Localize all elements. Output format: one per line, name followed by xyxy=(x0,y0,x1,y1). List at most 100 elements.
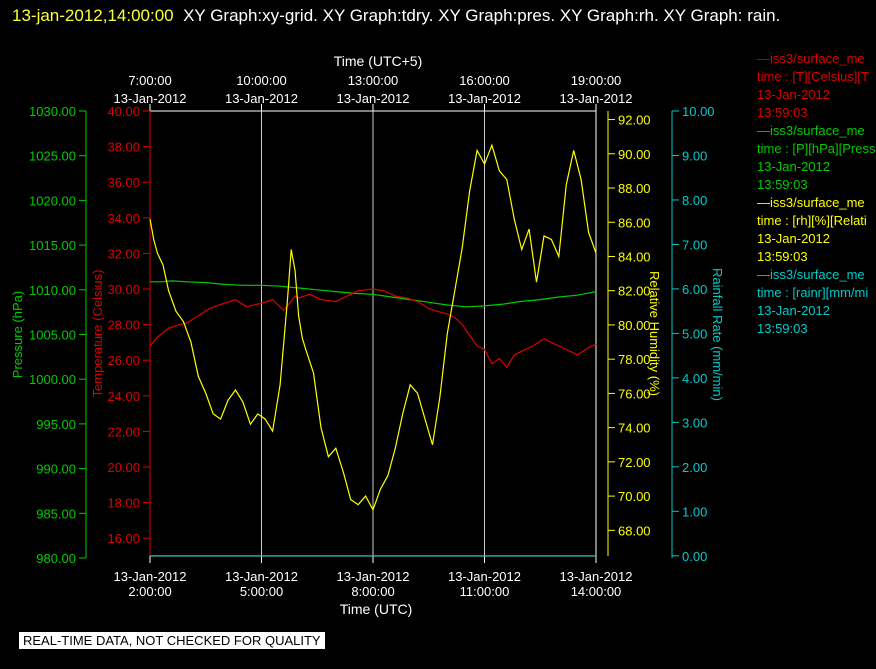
temperature-axis-tick-label: 28.00 xyxy=(107,318,140,333)
humidity-axis-tick-label: 74.00 xyxy=(618,421,651,436)
legend-units: time : [rh][%][Relati xyxy=(757,213,867,228)
legend-date: 13-Jan-2012 xyxy=(757,231,830,246)
legend-units: time : [rainr][mm/mi xyxy=(757,285,869,300)
humidity-axis-label: Relative Humidity (%) xyxy=(647,271,662,396)
humidity-axis-tick-label: 70.00 xyxy=(618,489,651,504)
pressure-axis-label: Pressure (hPa) xyxy=(10,291,25,378)
legend-series-name: —iss3/surface_me xyxy=(757,51,865,66)
pressure-axis-tick-label: 995.00 xyxy=(36,417,76,432)
temperature-axis-tick-label: 40.00 xyxy=(107,104,140,119)
temperature-axis-tick-label: 30.00 xyxy=(107,282,140,297)
temperature-axis-tick-label: 22.00 xyxy=(107,424,140,439)
legend-date: 13-Jan-2012 xyxy=(757,159,830,174)
x-tick-label-time-bottom: 11:00:00 xyxy=(460,584,510,599)
x-tick-label-time-bottom: 2:00:00 xyxy=(128,584,171,599)
rain-axis-tick-label: 9.00 xyxy=(682,148,707,163)
x-tick-label-time-top: 10:00:00 xyxy=(236,73,287,88)
pressure-axis-tick-label: 985.00 xyxy=(36,506,76,521)
humidity-axis-tick-label: 82.00 xyxy=(618,284,651,299)
pressure-axis-tick-label: 990.00 xyxy=(36,462,76,477)
x-tick-label-time-top: 19:00:00 xyxy=(571,73,622,88)
rain-axis-tick-label: 8.00 xyxy=(682,193,707,208)
header-timestamp: 13-jan-2012,14:00:00 xyxy=(12,6,174,25)
x-tick-label-date-top: 13-Jan-2012 xyxy=(448,91,521,106)
x-tick-label-date-bottom: 13-Jan-2012 xyxy=(560,569,633,584)
legend-units: time : [T][Celsius][T xyxy=(757,69,869,84)
x-tick-label-date-top: 13-Jan-2012 xyxy=(114,91,187,106)
pressure-axis-tick-label: 1000.00 xyxy=(29,372,76,387)
legend-series-name: —iss3/surface_me xyxy=(757,267,865,282)
legend-series-name: —iss3/surface_me xyxy=(757,195,865,210)
rain-axis-tick-label: 6.00 xyxy=(682,282,707,297)
temperature-axis-tick-label: 34.00 xyxy=(107,211,140,226)
pressure-series-line xyxy=(150,280,597,308)
rain-axis-tick-label: 1.00 xyxy=(682,504,707,519)
legend-date: 13-Jan-2012 xyxy=(757,303,830,318)
x-tick-label-date-bottom: 13-Jan-2012 xyxy=(448,569,521,584)
pressure-axis-tick-label: 1005.00 xyxy=(29,328,76,343)
pressure-axis-tick-label: 1020.00 xyxy=(29,193,76,208)
x-tick-label-date-top: 13-Jan-2012 xyxy=(560,91,633,106)
humidity-axis-tick-label: 92.00 xyxy=(618,113,651,128)
x-axis-label-bottom: Time (UTC) xyxy=(340,601,413,617)
temperature-axis-tick-label: 20.00 xyxy=(107,460,140,475)
chart-header: 13-jan-2012,14:00:00 XY Graph:xy-grid. X… xyxy=(12,2,847,30)
x-tick-label-date-bottom: 13-Jan-2012 xyxy=(337,569,410,584)
pressure-axis-tick-label: 980.00 xyxy=(36,551,76,566)
rain-axis-tick-label: 10.00 xyxy=(682,104,715,119)
legend-series-name: —iss3/surface_me xyxy=(757,123,865,138)
temperature-axis-tick-label: 16.00 xyxy=(107,531,140,546)
temperature-axis-tick-label: 36.00 xyxy=(107,175,140,190)
rain-axis-tick-label: 5.00 xyxy=(682,326,707,341)
rain-axis-tick-label: 4.00 xyxy=(682,371,707,386)
temperature-axis-tick-label: 26.00 xyxy=(107,353,140,368)
quality-disclaimer: REAL-TIME DATA, NOT CHECKED FOR QUALITY xyxy=(19,632,325,649)
rain-axis-tick-label: 7.00 xyxy=(682,237,707,252)
header-graph-titles: XY Graph:xy-grid. XY Graph:tdry. XY Grap… xyxy=(183,6,781,25)
humidity-axis-tick-label: 72.00 xyxy=(618,455,651,470)
temperature-axis-tick-label: 24.00 xyxy=(107,389,140,404)
x-tick-label-time-top: 13:00:00 xyxy=(348,73,399,88)
pressure-axis-tick-label: 1030.00 xyxy=(29,104,76,119)
pressure-axis-tick-label: 1015.00 xyxy=(29,238,76,253)
x-tick-label-date-top: 13-Jan-2012 xyxy=(225,91,298,106)
temperature-axis-label: Temperature (Celsius) xyxy=(90,270,105,398)
humidity-axis-tick-label: 76.00 xyxy=(618,386,651,401)
x-tick-label-time-bottom: 5:00:00 xyxy=(240,584,283,599)
rain-axis-tick-label: 3.00 xyxy=(682,415,707,430)
legend-time: 13:59:03 xyxy=(757,249,808,264)
humidity-axis-tick-label: 86.00 xyxy=(618,215,651,230)
pressure-axis-tick-label: 1010.00 xyxy=(29,283,76,298)
rain-axis-tick-label: 2.00 xyxy=(682,460,707,475)
humidity-series-line xyxy=(149,143,597,512)
humidity-axis-tick-label: 80.00 xyxy=(618,318,651,333)
x-tick-label-date-bottom: 13-Jan-2012 xyxy=(225,569,298,584)
x-tick-label-time-top: 7:00:00 xyxy=(128,73,171,88)
rain-axis-label: Rainfall Rate (mm/min) xyxy=(710,268,725,401)
x-tick-label-time-bottom: 8:00:00 xyxy=(351,584,394,599)
humidity-axis-tick-label: 78.00 xyxy=(618,352,651,367)
legend-date: 13-Jan-2012 xyxy=(757,87,830,102)
legend-time: 13:59:03 xyxy=(757,177,808,192)
temperature-axis-tick-label: 18.00 xyxy=(107,496,140,511)
legend-time: 13:59:03 xyxy=(757,105,808,120)
humidity-axis-tick-label: 84.00 xyxy=(618,249,651,264)
x-tick-label-time-top: 16:00:00 xyxy=(459,73,510,88)
legend-units: time : [P][hPa][Press xyxy=(757,141,876,156)
x-axis-label-top: Time (UTC+5) xyxy=(334,53,423,69)
legend-time: 13:59:03 xyxy=(757,321,808,336)
x-tick-label-date-top: 13-Jan-2012 xyxy=(337,91,410,106)
x-tick-label-date-bottom: 13-Jan-2012 xyxy=(114,569,187,584)
temperature-axis-tick-label: 38.00 xyxy=(107,140,140,155)
humidity-axis-tick-label: 90.00 xyxy=(618,147,651,162)
temperature-axis-tick-label: 32.00 xyxy=(107,246,140,261)
x-tick-label-time-bottom: 14:00:00 xyxy=(571,584,622,599)
humidity-axis-tick-label: 68.00 xyxy=(618,523,651,538)
pressure-axis-tick-label: 1025.00 xyxy=(29,149,76,164)
humidity-axis-tick-label: 88.00 xyxy=(618,181,651,196)
